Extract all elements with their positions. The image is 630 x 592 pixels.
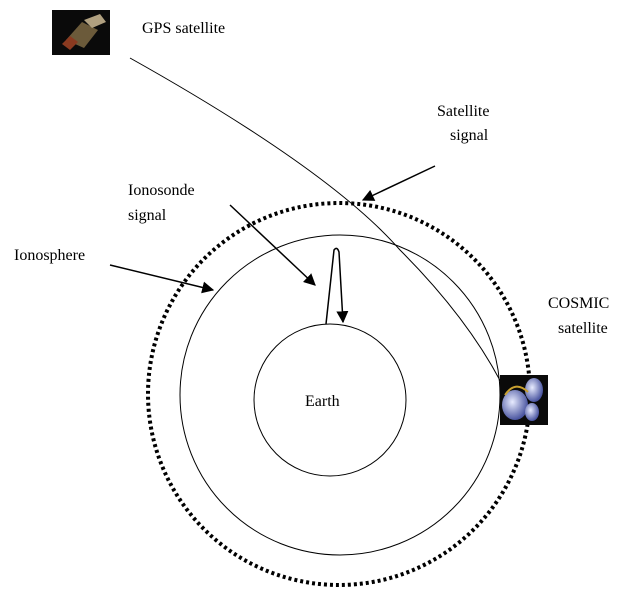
arrow <box>109 264 215 294</box>
ionosphere-layer <box>179 234 501 556</box>
satellite-signal-path <box>129 57 506 391</box>
earth-circle <box>253 323 407 477</box>
gps-satellite-icon <box>52 10 110 55</box>
cosmic-satellite-icon <box>500 375 548 425</box>
label: GPS satellite <box>142 20 225 37</box>
ionosonde-ray <box>325 247 349 325</box>
arrow <box>229 204 316 286</box>
label: signal <box>450 127 489 144</box>
arrow <box>361 165 436 201</box>
label: Ionosphere <box>14 247 85 264</box>
label: COSMIC <box>548 295 609 312</box>
label: Satellite <box>437 103 489 120</box>
label: satellite <box>558 320 608 337</box>
label: signal <box>128 207 167 224</box>
label: Earth <box>305 393 340 410</box>
label: Ionosonde <box>128 182 195 199</box>
